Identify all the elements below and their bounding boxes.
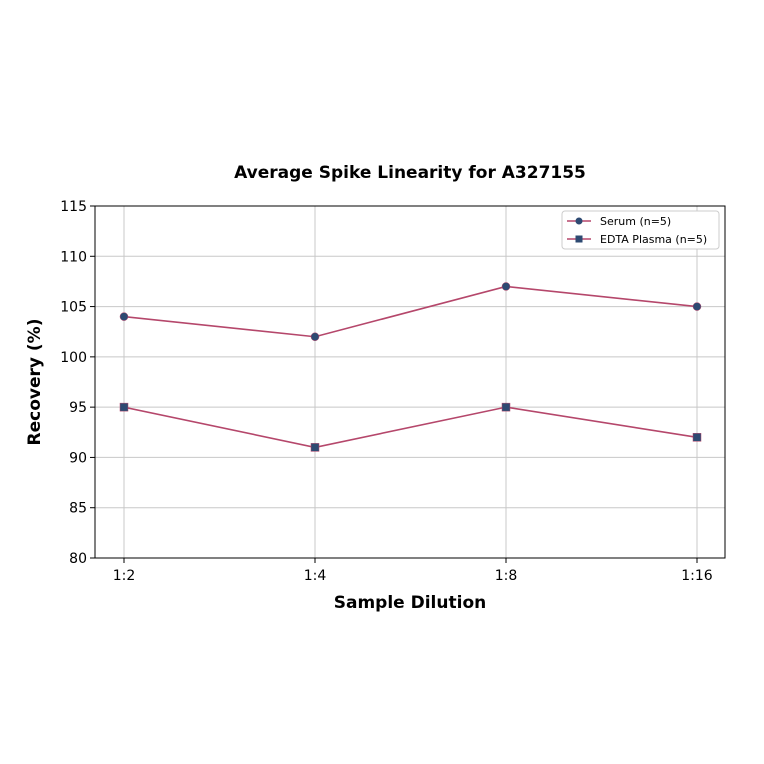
y-axis-label: Recovery (%) xyxy=(25,319,45,446)
series-line xyxy=(123,406,698,449)
y-tick-label: 90 xyxy=(69,450,87,466)
series-line xyxy=(123,285,698,338)
data-point-circle xyxy=(119,312,129,321)
y-tick-label: 80 xyxy=(69,551,87,567)
data-point-circle xyxy=(692,302,702,311)
grid xyxy=(95,205,725,559)
legend-label: Serum (n=5) xyxy=(600,215,671,228)
y-tick-label: 100 xyxy=(60,350,87,366)
legend: Serum (n=5) EDTA Plasma (n=5) xyxy=(561,210,720,250)
data-point-circle xyxy=(310,332,320,341)
y-tick-label: 85 xyxy=(69,501,87,517)
data-point-square xyxy=(692,433,702,442)
x-axis-label: Sample Dilution xyxy=(334,593,486,613)
legend-square-marker xyxy=(575,235,583,243)
series-group xyxy=(119,282,702,452)
y-tick-label: 115 xyxy=(60,199,87,215)
x-tick-label: 1:16 xyxy=(681,568,713,584)
data-point-square xyxy=(310,443,320,452)
x-tick-label: 1:8 xyxy=(495,568,518,584)
legend-circle-marker xyxy=(575,217,583,225)
x-axis: 1:2 1:4 1:8 1:16 xyxy=(113,558,713,584)
plot-frame xyxy=(94,205,726,559)
y-tick-label: 95 xyxy=(69,400,87,416)
y-tick-label: 110 xyxy=(60,249,87,265)
legend-label: EDTA Plasma (n=5) xyxy=(600,233,707,246)
chart-title: Average Spike Linearity for A327155 xyxy=(234,163,586,183)
x-tick-label: 1:2 xyxy=(113,568,136,584)
y-axis: 80 85 90 95 100 105 110 115 xyxy=(60,199,95,567)
data-point-circle xyxy=(501,282,511,291)
x-tick-label: 1:4 xyxy=(304,568,327,584)
y-tick-label: 105 xyxy=(60,300,87,316)
data-point-square xyxy=(119,402,129,412)
legend-box xyxy=(561,210,720,250)
data-point-square xyxy=(501,402,511,412)
